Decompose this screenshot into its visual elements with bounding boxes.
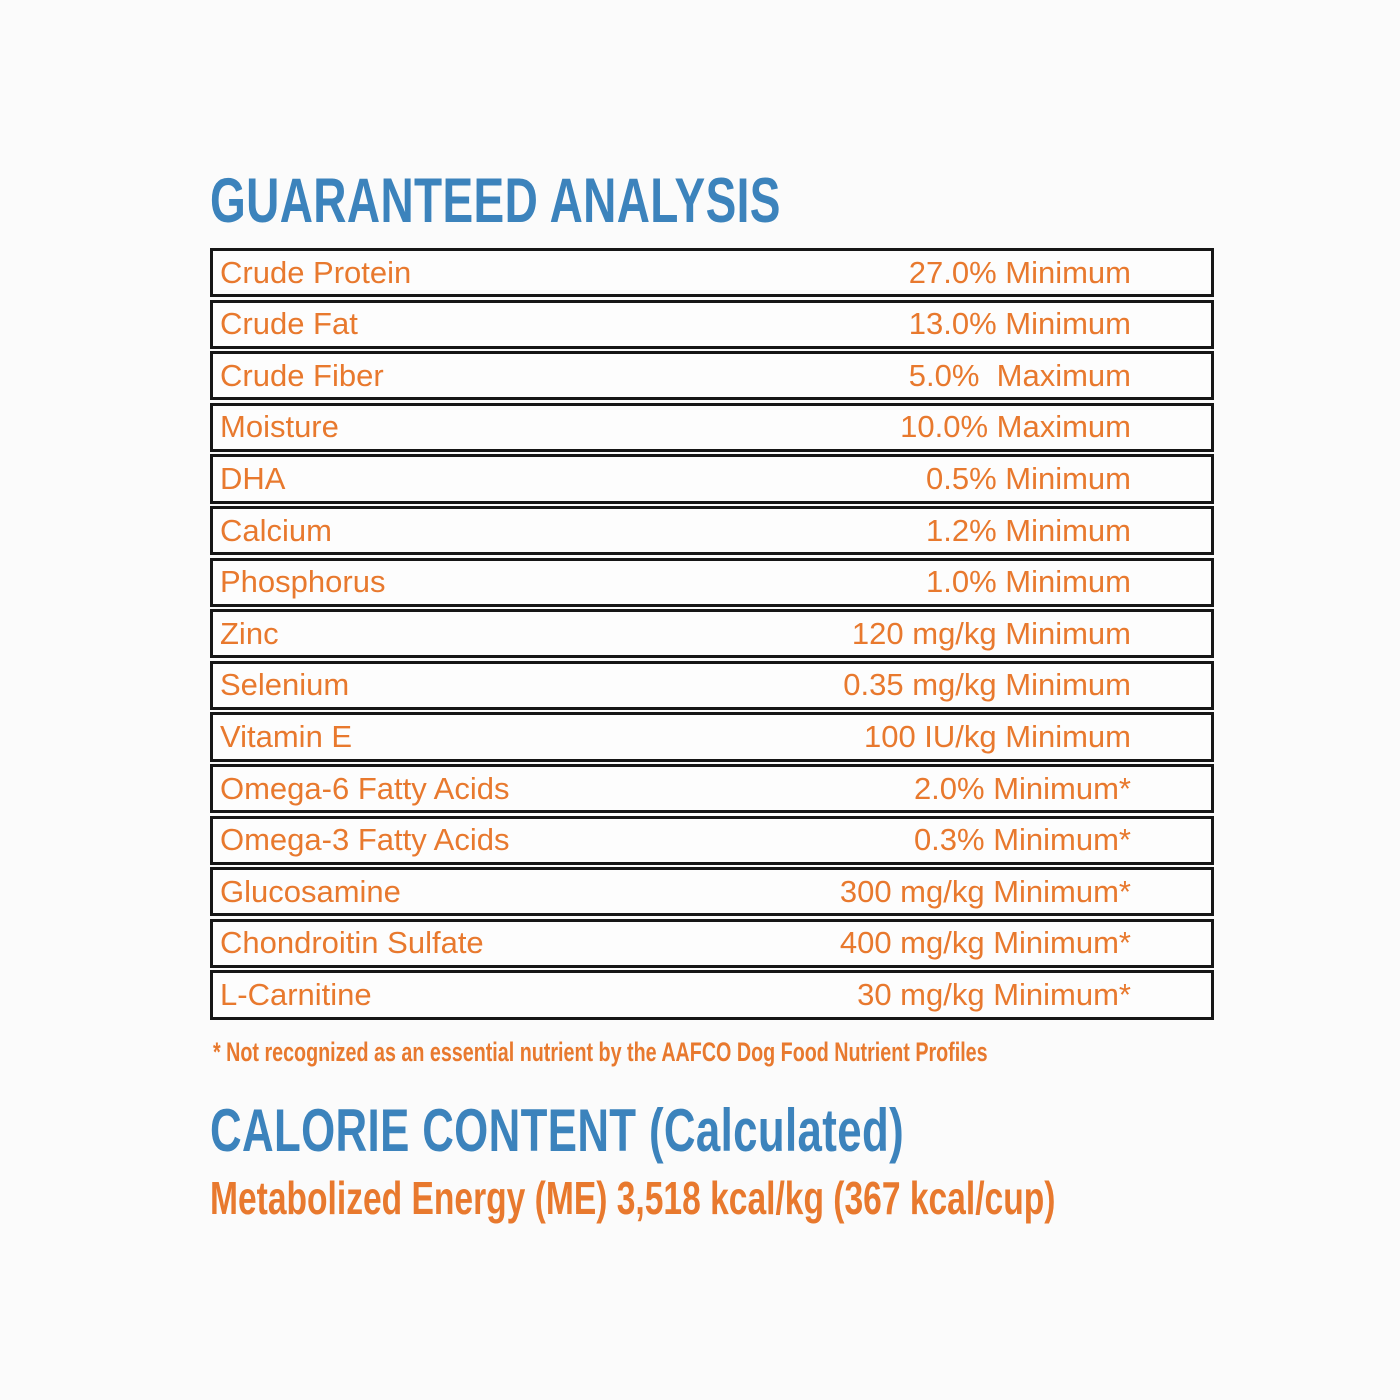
table-row: Crude Protein 27.0% Minimum xyxy=(210,248,1214,298)
nutrient-name: Zinc xyxy=(220,615,279,651)
nutrient-name: Crude Fat xyxy=(220,306,358,342)
nutrient-name: Omega-3 Fatty Acids xyxy=(220,822,510,858)
nutrient-name: DHA xyxy=(220,461,286,497)
nutrient-value: 400 mg/kg Minimum* xyxy=(839,925,1131,961)
nutrient-name: Chondroitin Sulfate xyxy=(220,925,484,961)
guaranteed-analysis-title-text: GUARANTEED ANALYSIS xyxy=(210,166,781,236)
nutrient-name: Glucosamine xyxy=(220,873,401,909)
nutrient-value: 1.2% Minimum xyxy=(926,512,1131,548)
nutrient-name: Crude Protein xyxy=(220,254,412,290)
guaranteed-analysis-title: GUARANTEED ANALYSIS xyxy=(210,170,992,233)
nutrient-value: 1.0% Minimum xyxy=(926,564,1131,600)
nutrient-value: 2.0% Minimum* xyxy=(913,770,1131,806)
nutrient-value: 120 mg/kg Minimum xyxy=(851,615,1131,651)
table-row: Crude Fiber 5.0% Maximum xyxy=(210,351,1214,401)
metabolized-energy-text: Metabolized Energy (ME) 3,518 kcal/kg (3… xyxy=(210,1172,1056,1224)
aafco-footnote-text: * Not recognized as an essential nutrien… xyxy=(213,1037,988,1067)
table-row: DHA 0.5% Minimum xyxy=(210,454,1214,504)
nutrient-value: 0.5% Minimum xyxy=(926,461,1131,497)
table-row: Zinc 120 mg/kg Minimum xyxy=(210,609,1214,659)
nutrient-value: 27.0% Minimum xyxy=(908,254,1131,290)
nutrient-value: 0.35 mg/kg Minimum xyxy=(843,667,1131,703)
table-row: Vitamin E 100 IU/kg Minimum xyxy=(210,712,1214,762)
table-row: Chondroitin Sulfate 400 mg/kg Minimum* xyxy=(210,918,1214,969)
table-row: Phosphorus 1.0% Minimum xyxy=(210,557,1214,607)
nutrient-name: L-Carnitine xyxy=(220,976,372,1012)
nutrient-value: 300 mg/kg Minimum* xyxy=(839,873,1131,909)
table-row: Moisture 10.0% Maximum xyxy=(210,402,1214,453)
nutrient-value: 5.0% Maximum xyxy=(908,357,1131,393)
table-row: Selenium 0.35 mg/kg Minimum xyxy=(210,660,1214,711)
table-row: Crude Fat 13.0% Minimum xyxy=(210,299,1214,349)
calorie-content-title: CALORIE CONTENT (Calculated) xyxy=(210,1101,1161,1161)
table-row: Calcium 1.2% Minimum xyxy=(210,505,1214,556)
nutrient-value: 10.0% Maximum xyxy=(900,409,1131,445)
nutrient-value: 13.0% Minimum xyxy=(908,306,1131,342)
table-row: Omega-3 Fatty Acids 0.3% Minimum* xyxy=(210,815,1214,865)
nutrient-name: Moisture xyxy=(220,409,339,445)
nutrient-value: 30 mg/kg Minimum* xyxy=(857,976,1131,1012)
table-row: Glucosamine 300 mg/kg Minimum* xyxy=(210,867,1214,917)
nutrient-name: Phosphorus xyxy=(220,564,386,600)
nutrient-name: Calcium xyxy=(220,512,332,548)
nutrient-name: Vitamin E xyxy=(220,718,353,754)
calorie-content-title-text: CALORIE CONTENT (Calculated) xyxy=(210,1097,905,1164)
nutrient-name: Selenium xyxy=(220,667,350,703)
aafco-footnote: * Not recognized as an essential nutrien… xyxy=(213,1037,1274,1068)
table-row: L-Carnitine 30 mg/kg Minimum* xyxy=(210,970,1214,1020)
nutrient-value: 100 IU/kg Minimum xyxy=(863,718,1131,754)
nutrient-name: Crude Fiber xyxy=(220,357,384,393)
nutrient-name: Omega-6 Fatty Acids xyxy=(220,770,510,806)
nutrient-value: 0.3% Minimum* xyxy=(913,822,1131,858)
analysis-table: Crude Protein 27.0% Minimum Crude Fat 13… xyxy=(210,248,1214,1022)
table-row: Omega-6 Fatty Acids 2.0% Minimum* xyxy=(210,763,1214,814)
metabolized-energy-line: Metabolized Energy (ME) 3,518 kcal/kg (3… xyxy=(210,1175,1368,1221)
